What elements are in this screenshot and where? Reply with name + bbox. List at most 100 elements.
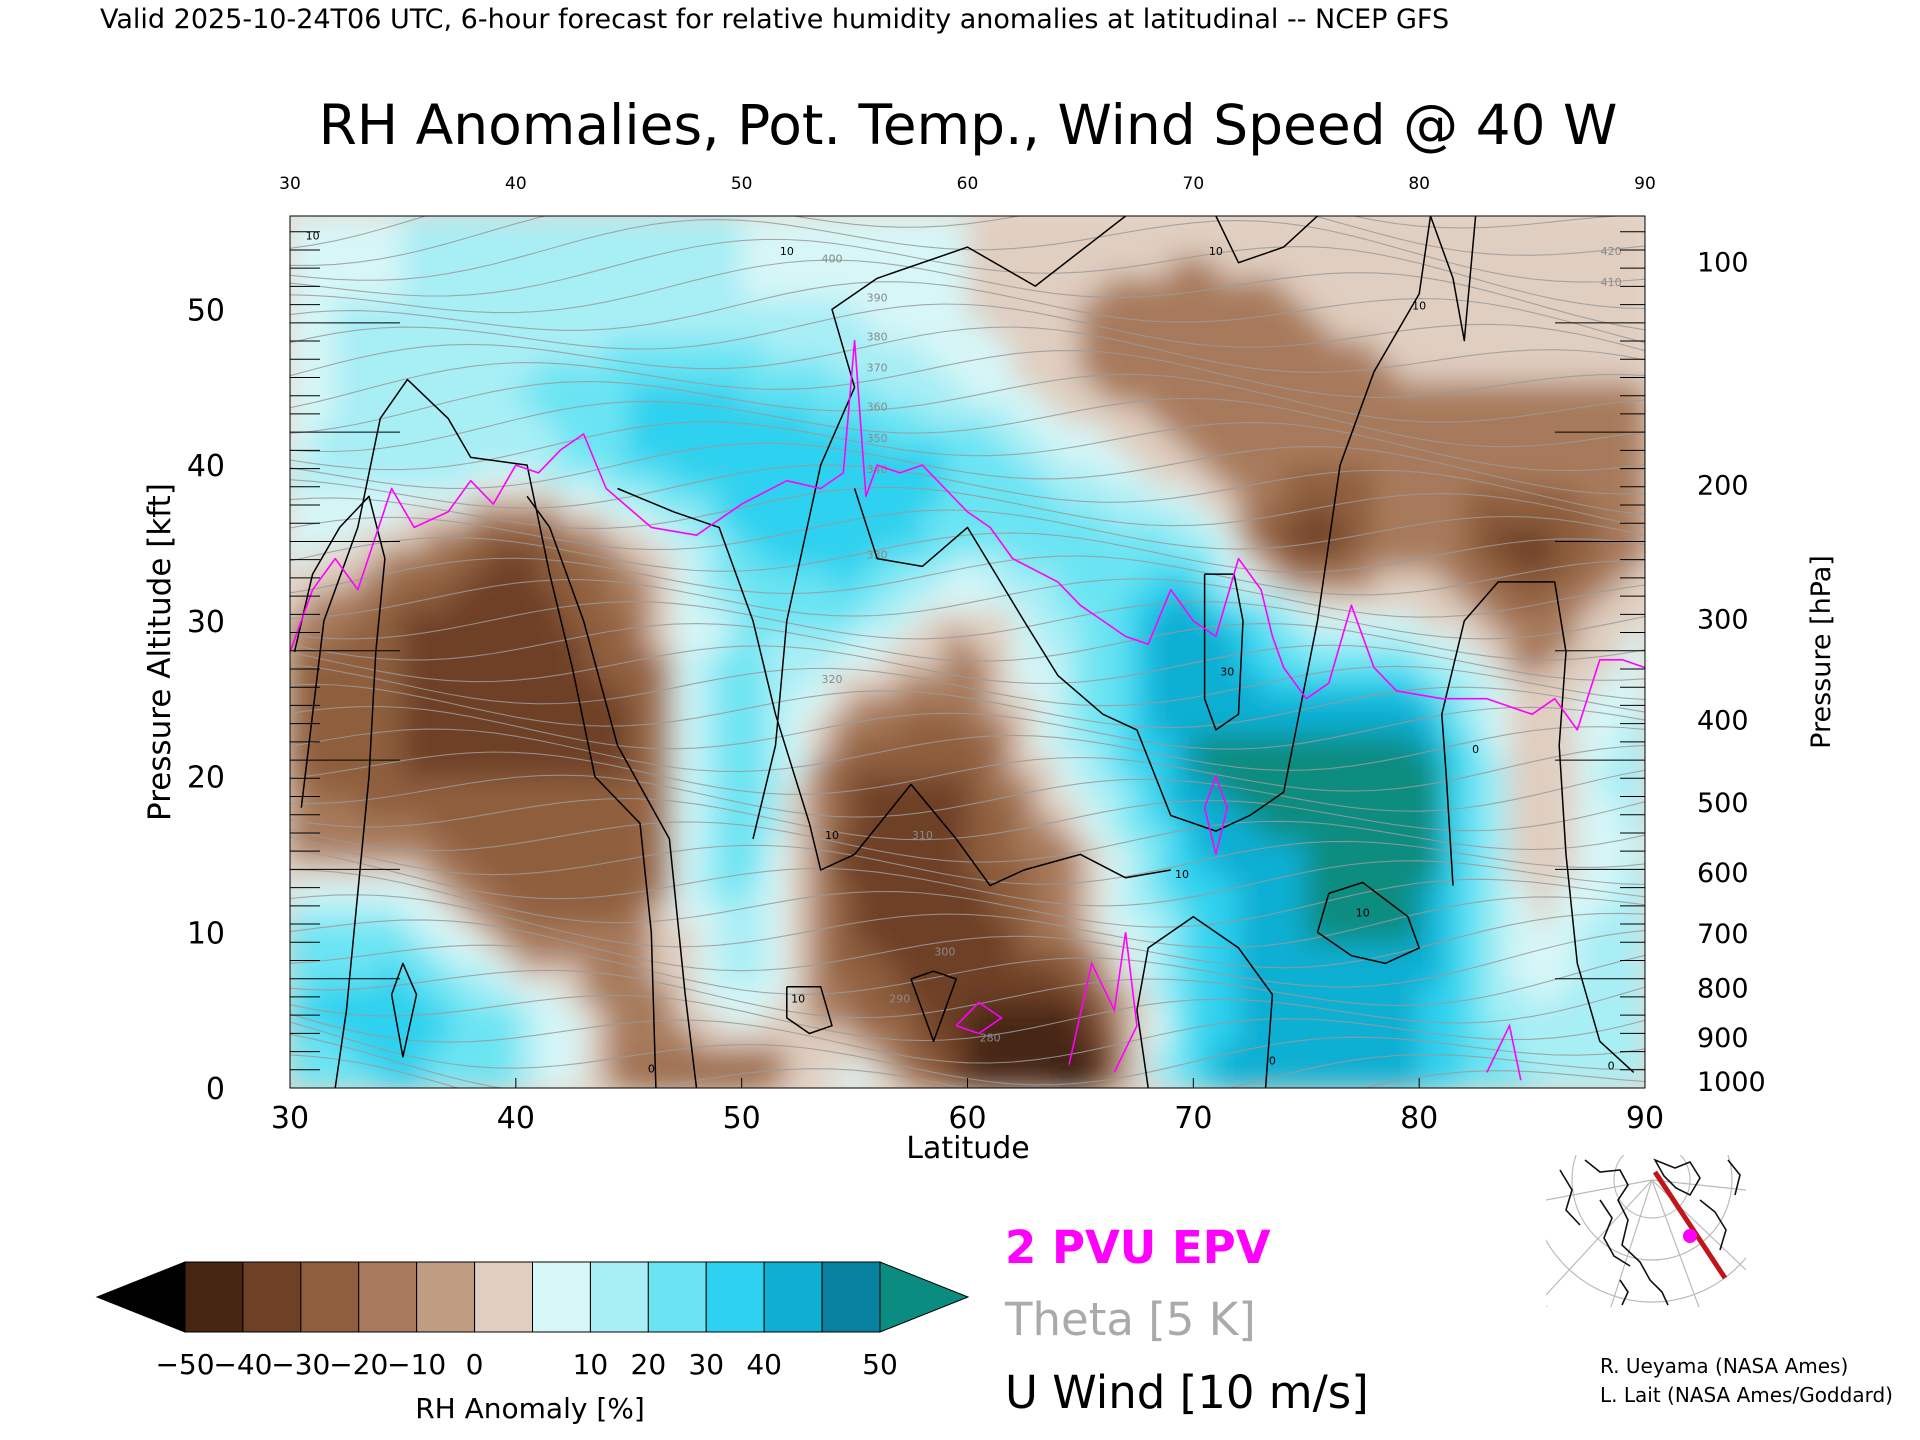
x-tick-label: 50 (723, 1101, 761, 1136)
wind-label: 30 (1220, 665, 1234, 678)
colorbar-tick-label: 10 (573, 1348, 609, 1381)
x-tick-label: 70 (1174, 1101, 1212, 1136)
y-tick-label: 0 (206, 1072, 225, 1107)
wind-label: 10 (1356, 907, 1370, 920)
colorbar-segment (532, 1261, 591, 1333)
x-tick-label-top: 40 (505, 174, 527, 194)
pressure-tick-label: 200 (1697, 470, 1749, 501)
colorbar-segment (184, 1261, 244, 1333)
wind-label: 0 (1269, 1055, 1276, 1068)
pressure-tick-label: 700 (1697, 919, 1749, 950)
theta-label: 310 (912, 829, 933, 842)
epv-2pvu-contour (290, 339, 1645, 1081)
pressure-tick-label: 800 (1697, 973, 1749, 1004)
cross-section-track (1652, 1170, 1728, 1280)
wind-label: 10 (825, 829, 839, 842)
plot-area: 2802903003103203303403503603703803904004… (289, 215, 1646, 1089)
colorbar-segment (705, 1261, 765, 1333)
wind-label: 10 (791, 992, 805, 1005)
x-tick-label-top: 50 (731, 174, 753, 194)
pressure-tick-label: 900 (1697, 1023, 1749, 1054)
valid-time-header: Valid 2025-10-24T06 UTC, 6-hour forecast… (100, 4, 1449, 35)
x-tick-label-top: 60 (957, 174, 979, 194)
map-graticule (1546, 1155, 1746, 1307)
colorbar-tick-label: 20 (631, 1348, 667, 1381)
chart-title: RH Anomalies, Pot. Temp., Wind Speed @ 4… (319, 93, 1618, 157)
pressure-tick-marks (290, 231, 1645, 1089)
x-tick-label: 40 (497, 1101, 535, 1136)
colorbar-tick-label: 30 (688, 1348, 724, 1381)
y-axis-ticks: 0 10 20 30 40 50 (187, 293, 225, 1107)
x-tick-label: 90 (1626, 1101, 1664, 1136)
rh-anomaly-field (290, 216, 1645, 1088)
theta-label: 300 (934, 946, 955, 959)
colorbar-under-arrow (95, 1261, 186, 1333)
theta-label: 280 (980, 1031, 1001, 1044)
pressure-tick-label: 500 (1697, 788, 1749, 819)
wind-label: 0 (1472, 743, 1479, 756)
wind-label: 10 (1412, 299, 1426, 312)
pressure-tick-label: 300 (1697, 604, 1749, 635)
legend: 2 PVU EPV Theta [5 K] U Wind [10 m/s] (1004, 1221, 1369, 1419)
colorbar-segment (300, 1261, 360, 1333)
x-tick-label: 80 (1400, 1101, 1438, 1136)
y-tick-label: 50 (187, 293, 225, 328)
theta-label: 360 (867, 401, 888, 414)
wind-label: 10 (1175, 868, 1189, 881)
credit-line-1: R. Ueyama (NASA Ames) (1600, 1354, 1848, 1378)
y-tick-label: 20 (187, 761, 225, 796)
x-tick-label-top: 90 (1634, 174, 1656, 194)
pressure-tick-label: 400 (1697, 706, 1749, 737)
map-inset (1546, 1155, 1746, 1307)
colorbar-label: RH Anomaly [%] (415, 1392, 645, 1425)
colorbar: −50−40−30−20−10 0 10 20 30 40 50 (95, 1261, 970, 1381)
colorbar-tick-label: 0 (466, 1348, 484, 1381)
y2-axis-label: Pressure [hPa] (1806, 555, 1837, 749)
theta-contours: 2802903003103203303403503603703803904004… (290, 216, 1645, 1088)
x-tick-label-top: 80 (1408, 174, 1430, 194)
colorbar-segment (474, 1261, 534, 1333)
colorbar-tick-label: −10 (387, 1348, 446, 1381)
colorbar-tick-label: −50 (155, 1348, 214, 1381)
wind-label: 10 (306, 229, 320, 242)
colorbar-segment (763, 1261, 823, 1333)
location-marker (1683, 1229, 1697, 1243)
y-tick-label: 10 (187, 916, 225, 951)
colorbar-over-arrow (879, 1261, 970, 1333)
colorbar-segment (358, 1261, 418, 1333)
theta-label: 420 (1601, 245, 1622, 258)
theta-label: 400 (822, 253, 843, 266)
colorbar-segment (821, 1261, 881, 1333)
colorbar-tick-label: 40 (746, 1348, 782, 1381)
x-axis-ticks: 30 40 50 60 70 80 90 (271, 1078, 1664, 1136)
wind-label: 10 (780, 245, 794, 258)
x-tick-label-top: 30 (279, 174, 301, 194)
pressure-tick-label: 1000 (1697, 1067, 1766, 1098)
theta-label: 380 (867, 331, 888, 344)
legend-wind: U Wind [10 m/s] (1005, 1366, 1369, 1419)
pressure-axis-labels: 100 200 300 400 500 600 700 800 900 1000 (1697, 248, 1766, 1098)
x-axis-label: Latitude (906, 1131, 1029, 1166)
theta-label: 320 (822, 673, 843, 686)
legend-theta: Theta [5 K] (1004, 1293, 1256, 1346)
pressure-tick-label: 600 (1697, 858, 1749, 889)
credit-line-2: L. Lait (NASA Ames/Goddard) (1600, 1383, 1893, 1407)
theta-label: 370 (867, 362, 888, 375)
y-tick-label: 30 (187, 605, 225, 640)
colorbar-segment (647, 1261, 707, 1333)
colorbar-segment (589, 1261, 649, 1333)
theta-label: 330 (867, 549, 888, 562)
x-axis-ticks-top: 30 40 50 60 70 80 90 (279, 174, 1656, 194)
y-axis-label: Pressure Altitude [kft] (142, 483, 178, 821)
theta-label: 290 (889, 992, 910, 1005)
x-tick-label-top: 70 (1183, 174, 1205, 194)
map-coastlines (1559, 1158, 1741, 1306)
colorbar-tick-label: −20 (329, 1348, 388, 1381)
theta-label: 350 (867, 432, 888, 445)
colorbar-segment (416, 1261, 476, 1333)
colorbar-tick-label: −30 (271, 1348, 330, 1381)
legend-epv: 2 PVU EPV (1005, 1221, 1271, 1274)
colorbar-segment (242, 1261, 302, 1333)
theta-label: 410 (1601, 276, 1622, 289)
